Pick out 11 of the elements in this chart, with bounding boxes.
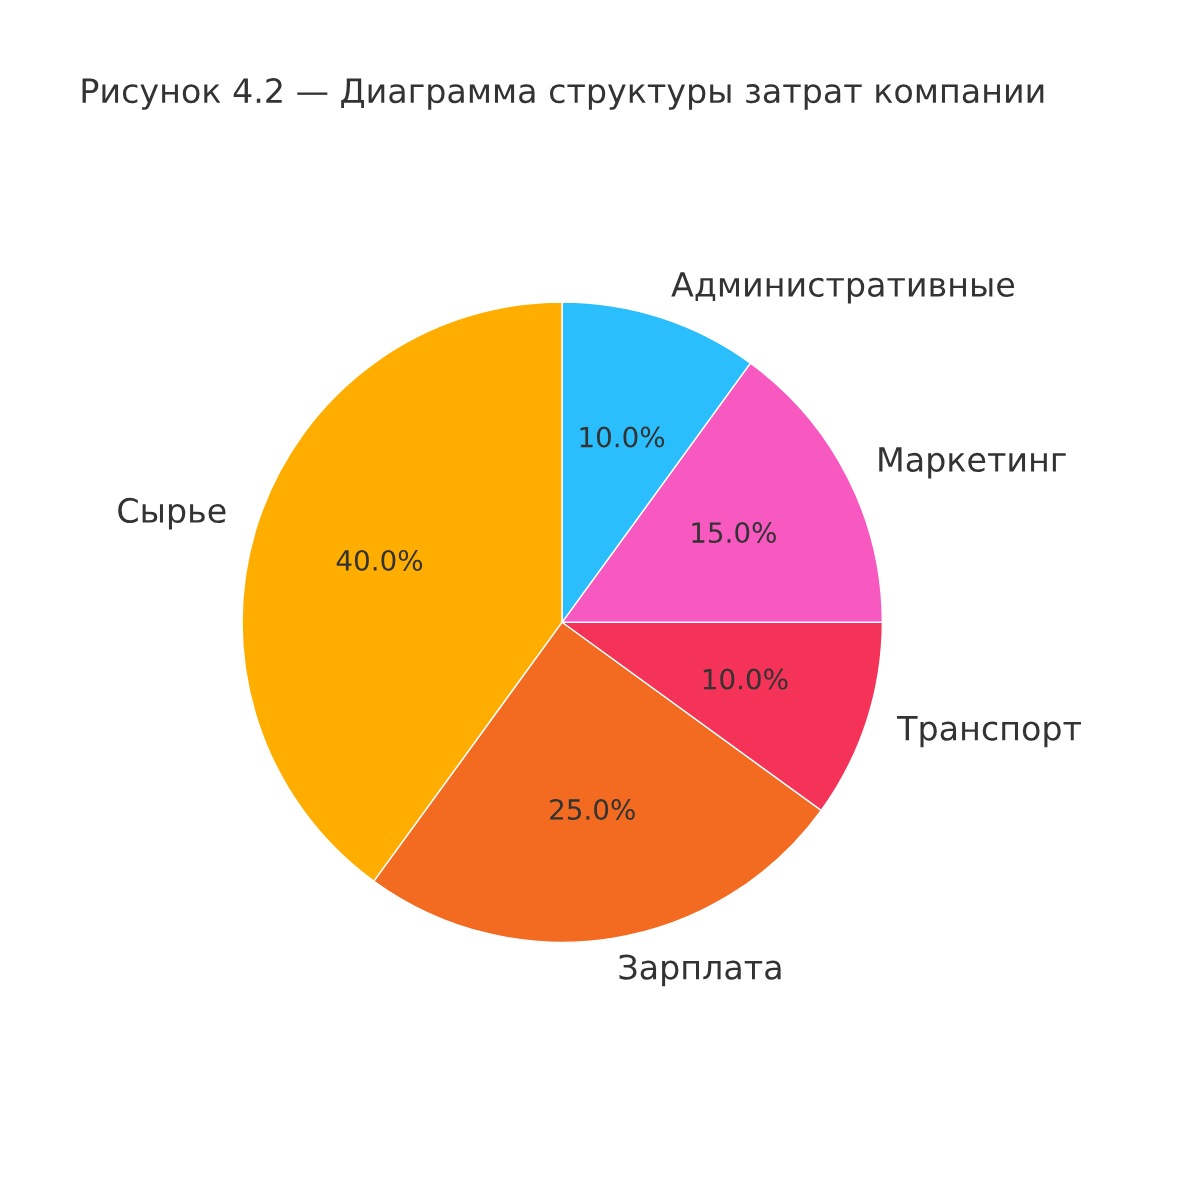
data-label: 15.0% (692, 522, 776, 544)
slice-label: Сырье (118, 497, 226, 530)
data-label: 25.0% (550, 798, 635, 820)
chart-title: Рисунок 4.2 — Диаграмма структуры затрат компании (82, 78, 1044, 110)
data-label: 10.0% (580, 426, 665, 448)
slice-label: Маркетинг (879, 447, 1066, 479)
slice-label: Зарплата (619, 954, 781, 987)
data-label: 10.0% (703, 668, 788, 690)
slice-label: Административные (671, 272, 1015, 304)
slice-label: Транспорт (897, 715, 1081, 748)
data-label: 40.0% (336, 549, 423, 571)
